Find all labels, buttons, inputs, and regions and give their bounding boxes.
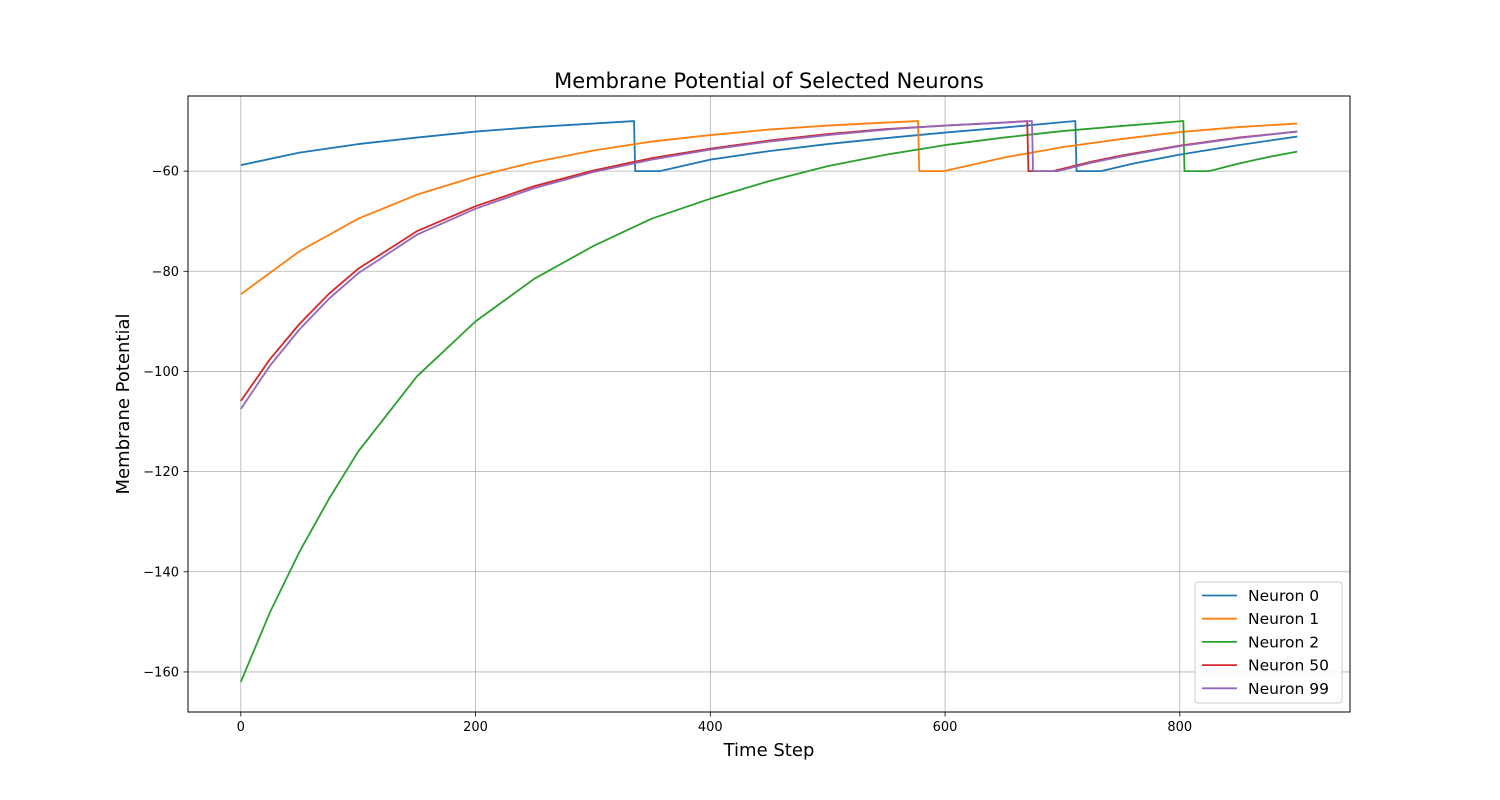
series-lines bbox=[239, 120, 1298, 683]
legend-label: Neuron 99 bbox=[1248, 680, 1329, 698]
y-tick-label: −60 bbox=[152, 165, 179, 180]
series-line-0 bbox=[240, 120, 1298, 173]
plot-area-frame bbox=[187, 95, 1351, 713]
legend-label: Neuron 2 bbox=[1248, 633, 1319, 651]
legend-box bbox=[1194, 581, 1343, 704]
series-line-3 bbox=[240, 120, 1298, 402]
legend-label: Neuron 1 bbox=[1248, 610, 1319, 628]
legend-label: Neuron 50 bbox=[1248, 657, 1329, 675]
series-line-2 bbox=[239, 120, 1298, 683]
y-tick-label: −80 bbox=[152, 265, 179, 280]
y-tick-label: −120 bbox=[143, 465, 179, 480]
x-tick-label: 800 bbox=[1167, 720, 1192, 735]
series-line-4 bbox=[240, 120, 1298, 410]
y-tick-label: −100 bbox=[143, 365, 179, 380]
x-axis-ticks: 0 200 400 600 800 bbox=[237, 712, 1192, 735]
y-axis-ticks: −60 −80 −100 −120 −140 −160 bbox=[143, 165, 188, 680]
y-tick-label: −140 bbox=[143, 565, 179, 580]
x-tick-label: 600 bbox=[933, 720, 958, 735]
x-tick-label: 400 bbox=[698, 720, 723, 735]
x-tick-label: 200 bbox=[463, 720, 488, 735]
series-line-1 bbox=[240, 120, 1298, 296]
legend-label: Neuron 0 bbox=[1248, 587, 1319, 605]
x-tick-label: 0 bbox=[237, 720, 245, 735]
y-tick-label: −160 bbox=[143, 665, 179, 680]
chart-title: Membrane Potential of Selected Neurons bbox=[554, 69, 984, 93]
legend: Neuron 0 Neuron 1 Neuron 2 Neuron 50 Neuron … bbox=[1194, 581, 1343, 704]
x-axis-label: Time Step bbox=[723, 740, 815, 761]
y-axis-label: Membrane Potential bbox=[113, 313, 134, 494]
